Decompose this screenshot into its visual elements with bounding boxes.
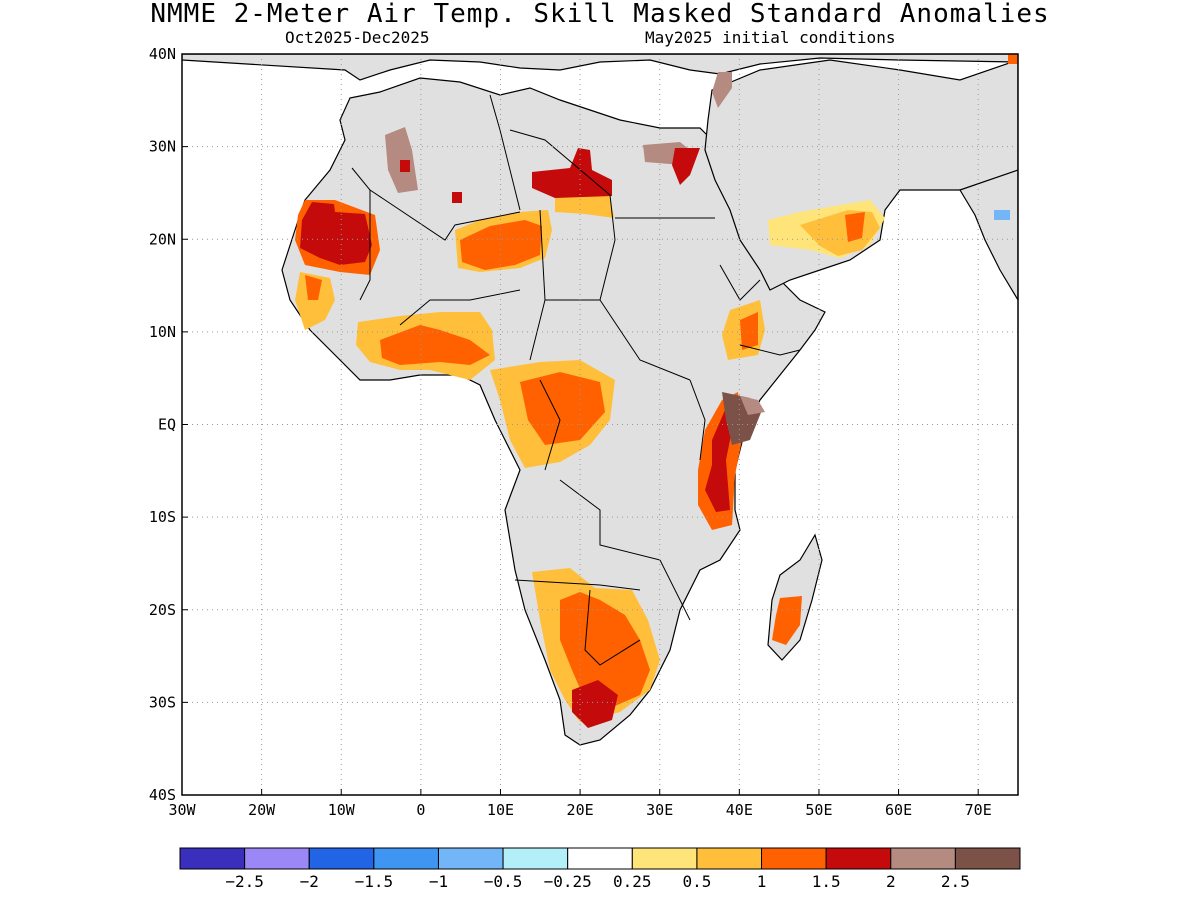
anomaly-mauritania-core bbox=[300, 202, 372, 265]
colorbar-swatch bbox=[179, 847, 246, 870]
anomaly-south-africa-hot bbox=[572, 680, 618, 728]
x-axis: 30W 20W 10W 0 10E 20E 30E 40E 50E 60E 70E bbox=[168, 789, 992, 819]
anomaly-niger-core bbox=[460, 220, 542, 270]
colorbar-swatch bbox=[825, 847, 892, 870]
colorbar-label: −2.5 bbox=[225, 872, 264, 891]
colorbar: −2.5 −2 −1.5 −1 −0.5 −0.25 0.25 0.5 1 1.5 2 2.5 bbox=[179, 847, 1021, 891]
x-tick-label: 30E bbox=[646, 801, 673, 819]
map-content bbox=[182, 54, 1018, 795]
colorbar-swatch bbox=[696, 847, 763, 870]
colorbar-swatch bbox=[567, 847, 633, 870]
colorbar-swatch bbox=[244, 847, 310, 870]
x-tick-label: 60E bbox=[885, 801, 912, 819]
colorbar-label: −1 bbox=[429, 872, 448, 891]
colorbar-swatch bbox=[437, 847, 504, 870]
y-tick-label: 30N bbox=[149, 138, 176, 156]
y-tick-label: 30S bbox=[149, 693, 176, 711]
anomaly-libya bbox=[555, 196, 614, 218]
y-tick-label: 20S bbox=[149, 601, 176, 619]
anomaly-east-africa-core bbox=[705, 410, 732, 512]
colorbar-label: −1.5 bbox=[355, 872, 394, 891]
colorbar-label: 2 bbox=[886, 872, 896, 891]
colorbar-label: −0.25 bbox=[544, 872, 592, 891]
x-tick-label: 20E bbox=[567, 801, 594, 819]
x-tick-label: 40E bbox=[726, 801, 753, 819]
y-tick-label: 40N bbox=[149, 45, 176, 63]
x-tick-label: 0 bbox=[416, 801, 425, 819]
valid-period: Oct2025-Dec2025 bbox=[285, 28, 430, 47]
initial-conditions: May2025 initial conditions bbox=[645, 28, 896, 47]
anomaly-india-spot bbox=[994, 210, 1010, 220]
colorbar-label: −0.5 bbox=[484, 872, 523, 891]
anomaly-egypt-core bbox=[672, 148, 700, 185]
anomaly-madagascar bbox=[772, 596, 802, 645]
y-tick-label: 10S bbox=[149, 508, 176, 526]
colorbar-label: 0.5 bbox=[682, 872, 711, 891]
y-tick-label: 20N bbox=[149, 230, 176, 248]
colorbar-label: 2.5 bbox=[941, 872, 970, 891]
anomaly-ethiopia-core bbox=[740, 312, 758, 350]
chart-title: NMME 2-Meter Air Temp. Skill Masked Stan… bbox=[150, 0, 1050, 29]
anomaly-gulf-guinea-core bbox=[380, 325, 490, 365]
colorbar-label: −2 bbox=[300, 872, 319, 891]
colorbar-swatch bbox=[502, 847, 569, 870]
anomaly-shading bbox=[295, 54, 1018, 728]
colorbar-swatch bbox=[308, 847, 375, 870]
anomaly-libya-core bbox=[532, 148, 612, 198]
y-tick-label: 40S bbox=[149, 786, 176, 804]
x-tick-label: 50E bbox=[805, 801, 832, 819]
anomaly-algeria-core bbox=[400, 160, 410, 172]
colorbar-swatch bbox=[631, 847, 698, 870]
x-tick-label: 10W bbox=[328, 801, 356, 819]
anomaly-iran-spot bbox=[1008, 54, 1018, 64]
anomaly-southern-africa-core bbox=[560, 592, 650, 706]
y-axis: 40N 30N 20N 10N EQ 10S 20S 30S 40S bbox=[149, 45, 188, 804]
y-tick-label: EQ bbox=[158, 416, 176, 434]
gridlines bbox=[182, 54, 1018, 795]
colorbar-label: 1.5 bbox=[812, 872, 841, 891]
india-landmass bbox=[959, 169, 1018, 302]
anomaly-central-africa-core bbox=[520, 372, 605, 445]
anomaly-senegal-core bbox=[305, 275, 322, 300]
europe-landmass bbox=[182, 54, 1018, 81]
colorbar-swatch bbox=[761, 847, 827, 870]
x-tick-label: 70E bbox=[965, 801, 992, 819]
anomaly-somalia bbox=[740, 396, 765, 415]
colorbar-swatch bbox=[373, 847, 439, 870]
anomaly-niger-spot bbox=[452, 192, 462, 203]
colorbar-swatch bbox=[890, 847, 956, 870]
x-tick-label: 20W bbox=[248, 801, 276, 819]
colorbar-label: 0.25 bbox=[613, 872, 652, 891]
x-tick-label: 10E bbox=[487, 801, 514, 819]
colorbar-label: 1 bbox=[757, 872, 767, 891]
colorbar-swatch bbox=[954, 847, 1021, 870]
x-tick-label: 30W bbox=[168, 801, 196, 819]
anomaly-arabia-hot bbox=[845, 212, 865, 242]
anomaly-senegal bbox=[295, 272, 335, 330]
anomaly-levant bbox=[712, 72, 732, 108]
y-tick-label: 10N bbox=[149, 323, 176, 341]
